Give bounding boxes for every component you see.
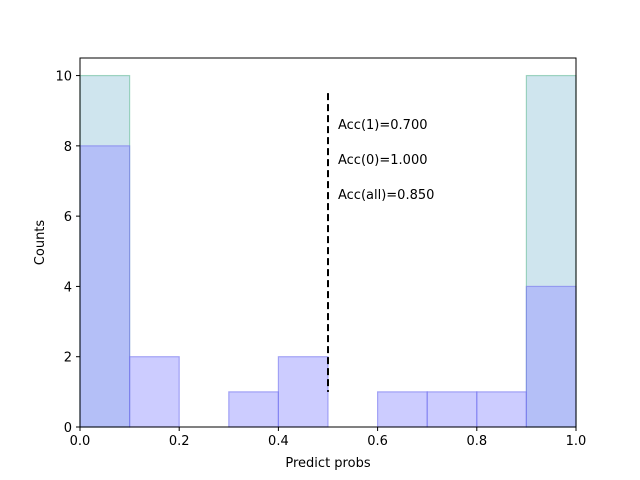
y-tick-label: 0 — [64, 421, 72, 436]
x-tick-label: 1.0 — [566, 434, 587, 449]
x-axis-label: Predict probs — [285, 456, 370, 471]
bar-series1-bin1 — [129, 356, 180, 428]
bars-layer — [79, 74, 577, 428]
bar-series1-bin9 — [525, 285, 577, 428]
y-tick-label: 10 — [55, 70, 72, 85]
x-tick-label: 0.4 — [268, 434, 289, 449]
x-tick-label: 0.2 — [169, 434, 190, 449]
y-tick-label: 4 — [64, 280, 72, 295]
annotation-acc-0: Acc(0)=1.000 — [338, 153, 427, 168]
y-tick-label: 6 — [64, 210, 72, 225]
x-tick-label: 0.6 — [367, 434, 388, 449]
bar-series1-bin8 — [476, 391, 527, 428]
annotation-acc-1: Acc(1)=0.700 — [338, 118, 427, 133]
y-tick-label: 8 — [64, 140, 72, 155]
x-tick-label: 0.8 — [466, 434, 487, 449]
y-axis-label: Counts — [33, 220, 48, 266]
bar-series1-bin4 — [277, 356, 329, 428]
y-tick-label: 2 — [64, 351, 72, 366]
bar-series1-bin0 — [79, 145, 131, 428]
y-ticks: 0 2 4 6 8 10 — [55, 70, 80, 436]
bar-series1-bin6 — [377, 391, 428, 428]
x-ticks: 0.0 0.2 0.4 0.6 0.8 1.0 — [70, 427, 587, 449]
annotation-acc-all: Acc(all)=0.850 — [338, 188, 434, 203]
bar-series1-bin3 — [228, 391, 280, 428]
x-tick-label: 0.0 — [70, 434, 91, 449]
plot-frame — [79, 57, 577, 428]
bar-series1-bin7 — [426, 391, 478, 428]
